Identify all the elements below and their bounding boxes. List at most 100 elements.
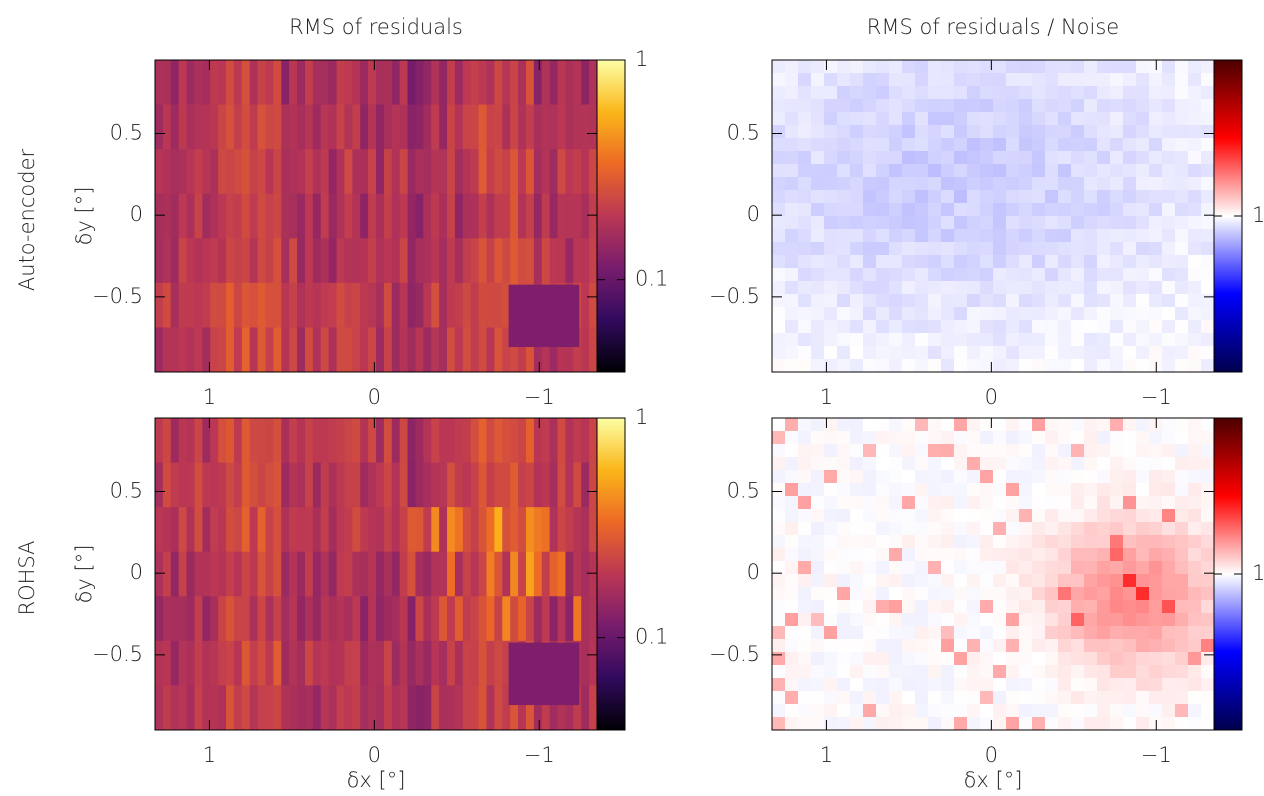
heatmap-cell bbox=[876, 255, 890, 269]
heatmap-cell bbox=[915, 470, 929, 484]
heatmap-cell bbox=[336, 551, 345, 597]
heatmap-cell bbox=[494, 685, 503, 731]
heatmap-cell bbox=[1123, 112, 1137, 126]
heatmap-cell bbox=[352, 640, 361, 686]
heatmap-cell bbox=[1149, 574, 1163, 588]
heatmap-cell bbox=[1071, 164, 1085, 178]
heatmap-cell bbox=[194, 327, 203, 373]
heatmap-cell bbox=[565, 462, 574, 508]
heatmap-cell bbox=[462, 551, 472, 597]
heatmap-cell bbox=[1136, 470, 1150, 484]
heatmap-cell bbox=[941, 483, 955, 497]
heatmap-cell bbox=[824, 574, 838, 588]
heatmap-cell bbox=[798, 255, 812, 269]
heatmap-cell bbox=[1071, 86, 1085, 100]
heatmap-cell bbox=[407, 104, 416, 150]
heatmap-cell bbox=[980, 431, 994, 445]
heatmap-cell bbox=[1032, 470, 1046, 484]
heatmap-cell bbox=[1032, 60, 1046, 74]
heatmap-cell bbox=[257, 551, 266, 597]
heatmap-cell bbox=[954, 587, 968, 601]
heatmap-cell bbox=[1084, 60, 1098, 74]
heatmap-cell bbox=[837, 216, 851, 230]
heatmap-cell bbox=[1162, 587, 1176, 601]
heatmap-cell bbox=[1032, 561, 1046, 575]
panel-title: RMS of residuals / Noise bbox=[867, 15, 1119, 39]
heatmap-cell bbox=[1201, 346, 1215, 360]
heatmap-cell bbox=[1019, 431, 1033, 445]
heatmap-cell bbox=[1149, 203, 1163, 217]
heatmap-cell bbox=[1201, 177, 1215, 191]
heatmap-cell bbox=[1123, 418, 1137, 432]
heatmap-cell bbox=[399, 238, 409, 284]
heatmap-cell bbox=[967, 457, 981, 471]
heatmap-cell bbox=[798, 60, 812, 74]
heatmap-cell bbox=[1097, 522, 1111, 536]
heatmap-cell bbox=[265, 238, 274, 284]
heatmap-cell bbox=[1201, 691, 1215, 705]
heatmap-cell bbox=[1201, 281, 1215, 295]
heatmap-cell bbox=[1149, 665, 1163, 679]
heatmap-cell bbox=[1084, 561, 1098, 575]
heatmap-cell bbox=[1123, 164, 1137, 178]
heatmap-cell bbox=[824, 99, 838, 113]
heatmap-cell bbox=[1058, 281, 1072, 295]
heatmap-cell bbox=[1136, 281, 1150, 295]
heatmap-cell bbox=[1162, 164, 1176, 178]
heatmap-cell bbox=[454, 104, 464, 150]
heatmap-cell bbox=[1006, 112, 1020, 126]
heatmap-cell bbox=[915, 704, 929, 718]
heatmap-cell bbox=[344, 149, 353, 195]
heatmap-cell bbox=[980, 548, 994, 562]
heatmap-cell bbox=[772, 548, 786, 562]
heatmap-cell bbox=[383, 282, 393, 328]
heatmap-cell bbox=[980, 359, 994, 373]
heatmap-cell bbox=[510, 418, 519, 464]
y-axis-label: δy [°] bbox=[72, 187, 96, 246]
heatmap-cell bbox=[557, 193, 566, 239]
heatmap-cell bbox=[928, 587, 942, 601]
heatmap-cell bbox=[1123, 665, 1137, 679]
heatmap-cell bbox=[902, 574, 916, 588]
heatmap-cell bbox=[1149, 151, 1163, 165]
heatmap-cell bbox=[1201, 164, 1215, 178]
heatmap-cell bbox=[1019, 320, 1033, 334]
heatmap-cell bbox=[407, 327, 416, 373]
heatmap-cell bbox=[1097, 600, 1111, 614]
heatmap-cell bbox=[915, 73, 929, 87]
heatmap-cell bbox=[549, 104, 559, 150]
heatmap-cell bbox=[1110, 320, 1124, 334]
heatmap-cell bbox=[1097, 574, 1111, 588]
heatmap-cell bbox=[1136, 626, 1150, 640]
heatmap-cell bbox=[772, 359, 786, 373]
heatmap-cell bbox=[1162, 60, 1176, 74]
heatmap-cell bbox=[178, 60, 188, 106]
heatmap-cell bbox=[210, 462, 219, 508]
heatmap-cell bbox=[889, 613, 903, 627]
heatmap-cell bbox=[1149, 483, 1163, 497]
heatmap-cell bbox=[439, 60, 448, 106]
heatmap-cell bbox=[1110, 268, 1124, 282]
heatmap-cell bbox=[876, 639, 890, 653]
heatmap-cell bbox=[980, 600, 994, 614]
heatmap-cell bbox=[320, 640, 330, 686]
heatmap-cell bbox=[980, 639, 994, 653]
heatmap-cell bbox=[824, 548, 838, 562]
heatmap-cell bbox=[1006, 346, 1020, 360]
heatmap-cell bbox=[1162, 190, 1176, 204]
heatmap-cell bbox=[399, 640, 409, 686]
heatmap-cell bbox=[478, 507, 487, 553]
heatmap-cell bbox=[1149, 496, 1163, 510]
heatmap-cell bbox=[928, 639, 942, 653]
heatmap-cell bbox=[257, 60, 266, 106]
heatmap-cell bbox=[1188, 86, 1202, 100]
heatmap-cell bbox=[557, 551, 566, 597]
heatmap-cell bbox=[1136, 99, 1150, 113]
heatmap-cell bbox=[510, 507, 519, 553]
heatmap-cell bbox=[941, 268, 955, 282]
heatmap-cell bbox=[226, 238, 235, 284]
heatmap-cell bbox=[889, 60, 903, 74]
heatmap-cell bbox=[1188, 320, 1202, 334]
heatmap-cell bbox=[312, 640, 322, 686]
heatmap-cell bbox=[1149, 548, 1163, 562]
